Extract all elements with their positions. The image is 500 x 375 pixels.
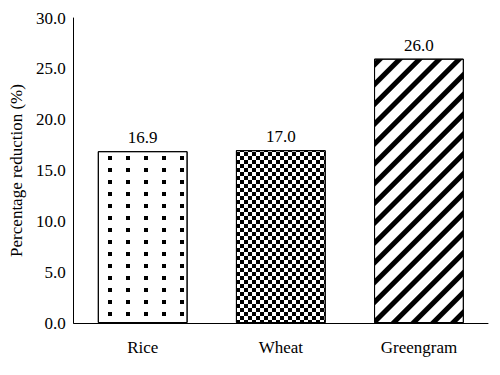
- svg-text:25.0: 25.0: [36, 59, 66, 78]
- svg-text:20.0: 20.0: [36, 110, 66, 129]
- svg-text:26.0: 26.0: [404, 36, 434, 55]
- svg-text:10.0: 10.0: [36, 212, 66, 231]
- svg-text:17.0: 17.0: [266, 127, 296, 146]
- svg-text:Greengram: Greengram: [381, 338, 457, 357]
- svg-text:16.9: 16.9: [128, 128, 158, 147]
- svg-text:Percentage reduction (%): Percentage reduction (%): [7, 84, 26, 257]
- svg-text:30.0: 30.0: [36, 9, 66, 28]
- svg-text:0.0: 0.0: [44, 314, 65, 333]
- svg-text:5.0: 5.0: [44, 263, 65, 282]
- svg-text:15.0: 15.0: [36, 161, 66, 180]
- svg-text:Wheat: Wheat: [259, 338, 304, 357]
- svg-text:Rice: Rice: [127, 338, 158, 357]
